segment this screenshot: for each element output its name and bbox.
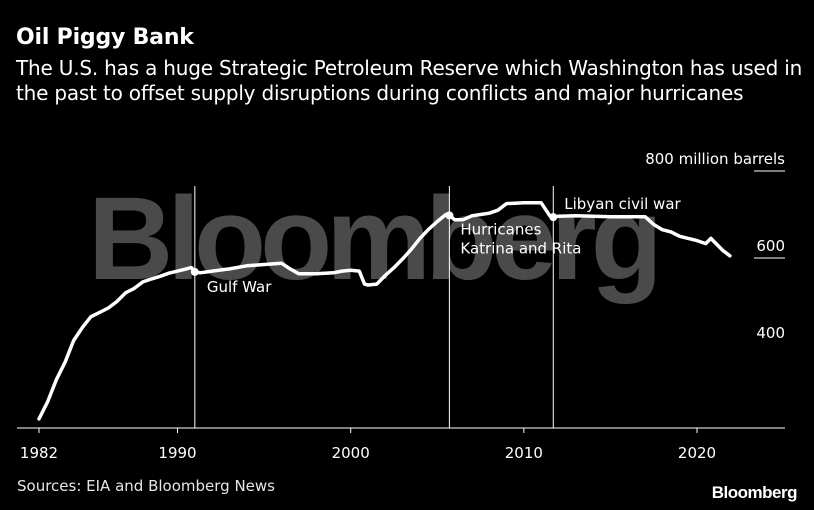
event-label: Hurricanes [460, 220, 541, 238]
spr-inventory-line [37, 201, 732, 421]
x-tick-label: 1982 [20, 444, 58, 462]
x-tick-label: 2000 [332, 444, 370, 462]
bloomberg-watermark: Bloomberg [88, 173, 663, 305]
event-label: Libyan civil war [564, 195, 681, 213]
y-tick-label: 800 million barrels [645, 150, 785, 168]
event-label: Gulf War [207, 278, 272, 296]
x-tick-label: 2020 [678, 444, 716, 462]
y-tick-label: 400 [756, 324, 785, 342]
bloomberg-logo: Bloomberg [711, 483, 798, 502]
event-point [190, 267, 199, 276]
chart-subtitle: The U.S. has a huge Strategic Petroleum … [16, 56, 803, 105]
y-tick-label: 600 [756, 237, 785, 255]
axes-layer: 1982 1990 2000 2010 2020 400 600 800 million ba… [17, 150, 785, 462]
source-note: Sources: EIA and Bloomberg News [17, 477, 275, 495]
event-label-line2: Katrina and Rita [460, 239, 581, 257]
x-tick-label: 2010 [505, 444, 543, 462]
series-layer [37, 201, 732, 421]
chart-title: Oil Piggy Bank [16, 25, 194, 50]
event-point [445, 211, 454, 220]
event-point [549, 213, 558, 222]
x-tick-label: 1990 [158, 444, 196, 462]
